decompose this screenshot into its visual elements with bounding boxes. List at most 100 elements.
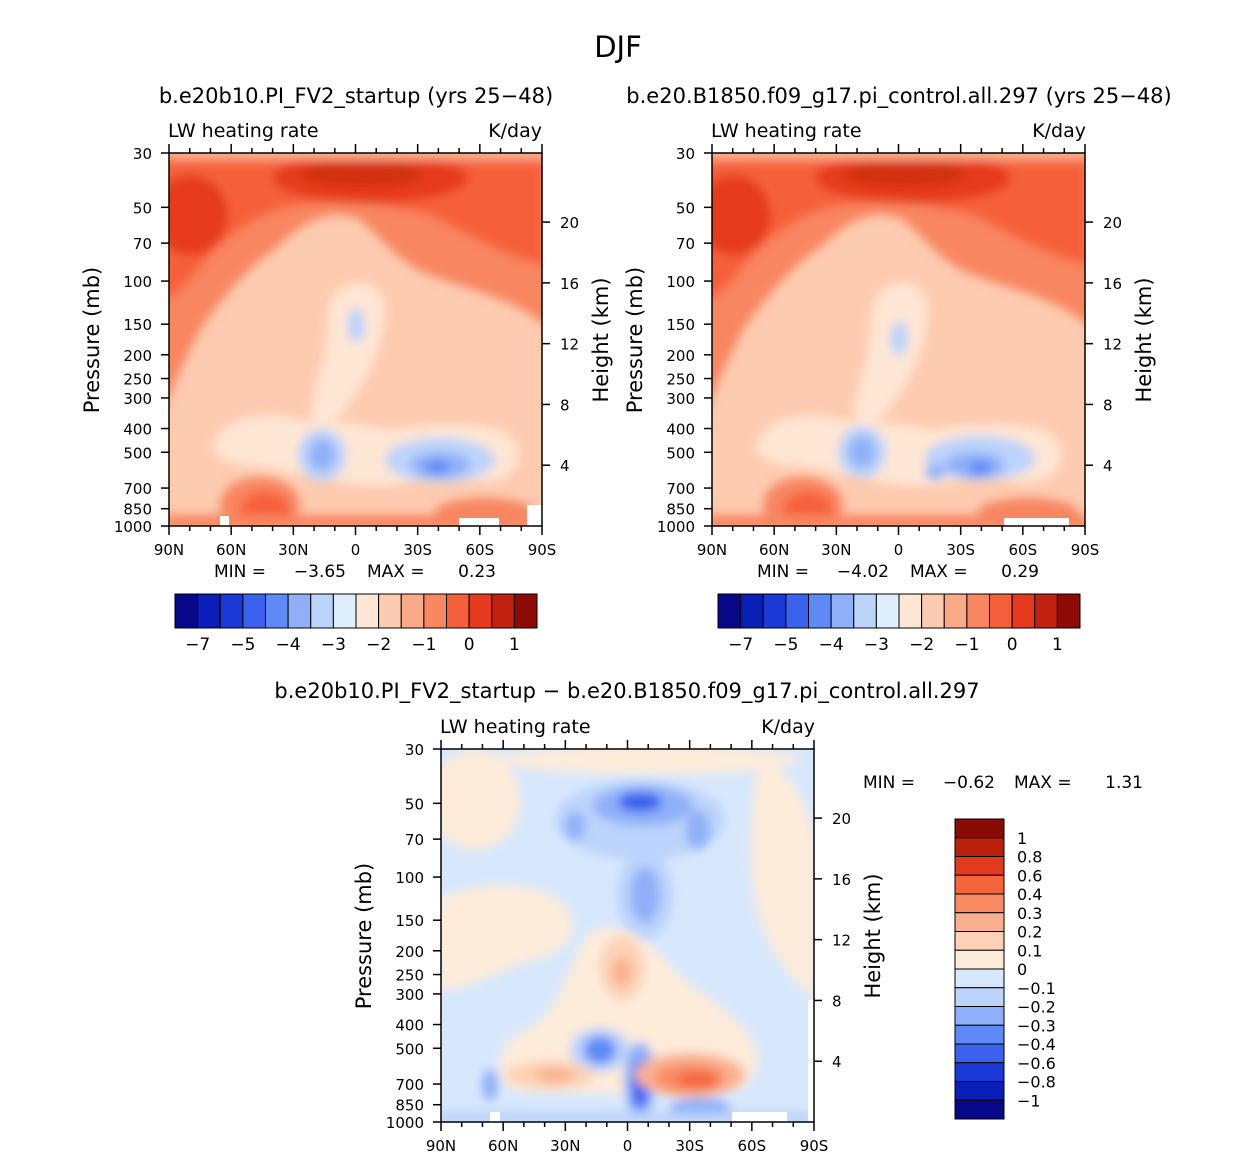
mask-a	[220, 516, 229, 526]
mask-a	[490, 1112, 500, 1122]
colorbar-box	[875, 593, 900, 629]
contour-upper-neg-r	[686, 810, 710, 850]
colorbar-box	[954, 818, 1005, 839]
contour-blue-c	[925, 464, 945, 480]
height-tick-label: 12	[832, 932, 851, 950]
colorbar-box	[943, 593, 968, 629]
colorbar-box	[954, 1099, 1005, 1120]
panel-3-ylabel-right: Height (km)	[861, 873, 885, 998]
colorbar-label: −5	[230, 635, 255, 655]
pressure-tick-label: 70	[405, 831, 424, 849]
figure-title: DJF	[594, 30, 642, 64]
colorbar-label: −2	[909, 635, 934, 655]
contour-top-warm-l	[441, 750, 520, 850]
pressure-tick-label: 100	[666, 273, 695, 291]
pressure-tick-label: 850	[666, 501, 695, 519]
pressure-tick-label: 1000	[114, 518, 152, 536]
panel-1-min-value: −3.65	[294, 562, 346, 582]
panel-1-min-text: MIN =	[214, 562, 266, 582]
colorbar-label: −7	[728, 635, 753, 655]
lat-tick-label: 60S	[1009, 541, 1038, 559]
panel-2-ylabel-right: Height (km)	[1132, 277, 1156, 402]
contour-mid-neg2	[630, 867, 660, 923]
lat-tick-label: 30N	[821, 541, 851, 559]
contour-right-warm	[750, 760, 814, 1000]
contour-sfc	[169, 515, 542, 526]
height-tick-label: 12	[560, 336, 579, 354]
panel-3: b.e20b10.PI_FV2_startup − b.e20.B1850.f0…	[274, 679, 1143, 1155]
panel-1-ylabel-right: Height (km)	[589, 277, 613, 402]
colorbar-box	[966, 593, 990, 629]
height-tick-label: 20	[1103, 214, 1122, 232]
lat-tick-label: 0	[894, 541, 904, 559]
lat-tick-label: 30S	[946, 541, 975, 559]
colorbar-box	[954, 949, 1005, 970]
contour-strat	[712, 153, 1085, 160]
panel-1-max-text: MAX =	[367, 562, 425, 582]
lat-tick-label: 90S	[800, 1137, 829, 1155]
height-tick-label: 12	[1103, 336, 1122, 354]
contour-sfc	[712, 515, 1085, 526]
contour-strat	[169, 153, 542, 160]
lat-tick-label: 60N	[488, 1137, 518, 1155]
height-tick-label: 4	[1103, 457, 1113, 475]
lat-tick-label: 60S	[738, 1137, 767, 1155]
pressure-tick-label: 400	[395, 1017, 424, 1035]
height-tick-label: 8	[560, 396, 570, 414]
height-tick-label: 8	[832, 992, 842, 1010]
colorbar-box	[197, 593, 221, 629]
height-tick-label: 16	[1103, 275, 1122, 293]
colorbar-box	[1011, 593, 1036, 629]
colorbar-box	[219, 593, 244, 629]
pressure-tick-label: 700	[395, 1076, 424, 1094]
panel-1-colorbar: −7 −5 −4 −3 −2 −1 0 1	[174, 593, 538, 655]
contour-upper-neg-l	[565, 812, 585, 840]
pressure-tick-label: 100	[395, 869, 424, 887]
colorbar-label: 1	[1052, 635, 1063, 655]
colorbar-label: −3	[864, 635, 889, 655]
colorbar-box	[954, 1081, 1005, 1101]
colorbar-box	[853, 593, 877, 629]
colorbar-label: 0.4	[1017, 885, 1042, 904]
lat-tick-label: 0	[351, 541, 361, 559]
pressure-tick-label: 70	[676, 235, 695, 253]
pressure-tick-label: 1000	[657, 518, 695, 536]
colorbar-box	[491, 593, 515, 629]
panel-1-max-value: 0.23	[458, 562, 496, 582]
height-tick-label: 4	[560, 457, 570, 475]
colorbar-label: −3	[321, 635, 346, 655]
colorbar-label: 0.8	[1017, 848, 1042, 867]
colorbar-box	[954, 931, 1005, 951]
pressure-tick-label: 300	[666, 390, 695, 408]
colorbar-label: 1	[509, 635, 520, 655]
colorbar-box	[954, 837, 1005, 857]
mask-b	[732, 1112, 787, 1122]
mask-c	[527, 505, 542, 526]
panel-3-colorbar: 10.80.60.40.30.20.10−0.1−0.2−0.3−0.4−0.6…	[954, 818, 1056, 1120]
contour-upper-m2	[712, 160, 1085, 298]
pressure-tick-label: 400	[123, 421, 152, 439]
contour-left-warm	[441, 885, 573, 990]
pressure-tick-label: 150	[123, 316, 152, 334]
colorbar-box	[898, 593, 923, 629]
panel-2: b.e20.B1850.f09_g17.pi_control.all.297 (…	[623, 84, 1172, 655]
panel-3-ylabel: Pressure (mb)	[352, 863, 376, 1010]
contour-center-warm3	[612, 958, 632, 986]
panel-2-ylabel: Pressure (mb)	[623, 267, 647, 414]
panel-2-variable: LW heating rate	[711, 120, 862, 142]
pressure-tick-label: 30	[676, 145, 695, 163]
pressure-tick-label: 250	[395, 967, 424, 985]
colorbar-box	[332, 593, 357, 629]
pressure-tick-label: 200	[123, 347, 152, 365]
panel-3-min-value: −0.62	[943, 773, 995, 793]
panel-1-units: K/day	[488, 120, 542, 142]
colorbar-box	[174, 593, 199, 629]
pressure-tick-label: 250	[123, 371, 152, 389]
height-tick-label: 16	[560, 275, 579, 293]
colorbar-label: 0.6	[1017, 866, 1042, 885]
pressure-tick-label: 100	[123, 273, 152, 291]
contour-blue-b3	[425, 460, 449, 474]
colorbar-label: −4	[819, 635, 844, 655]
